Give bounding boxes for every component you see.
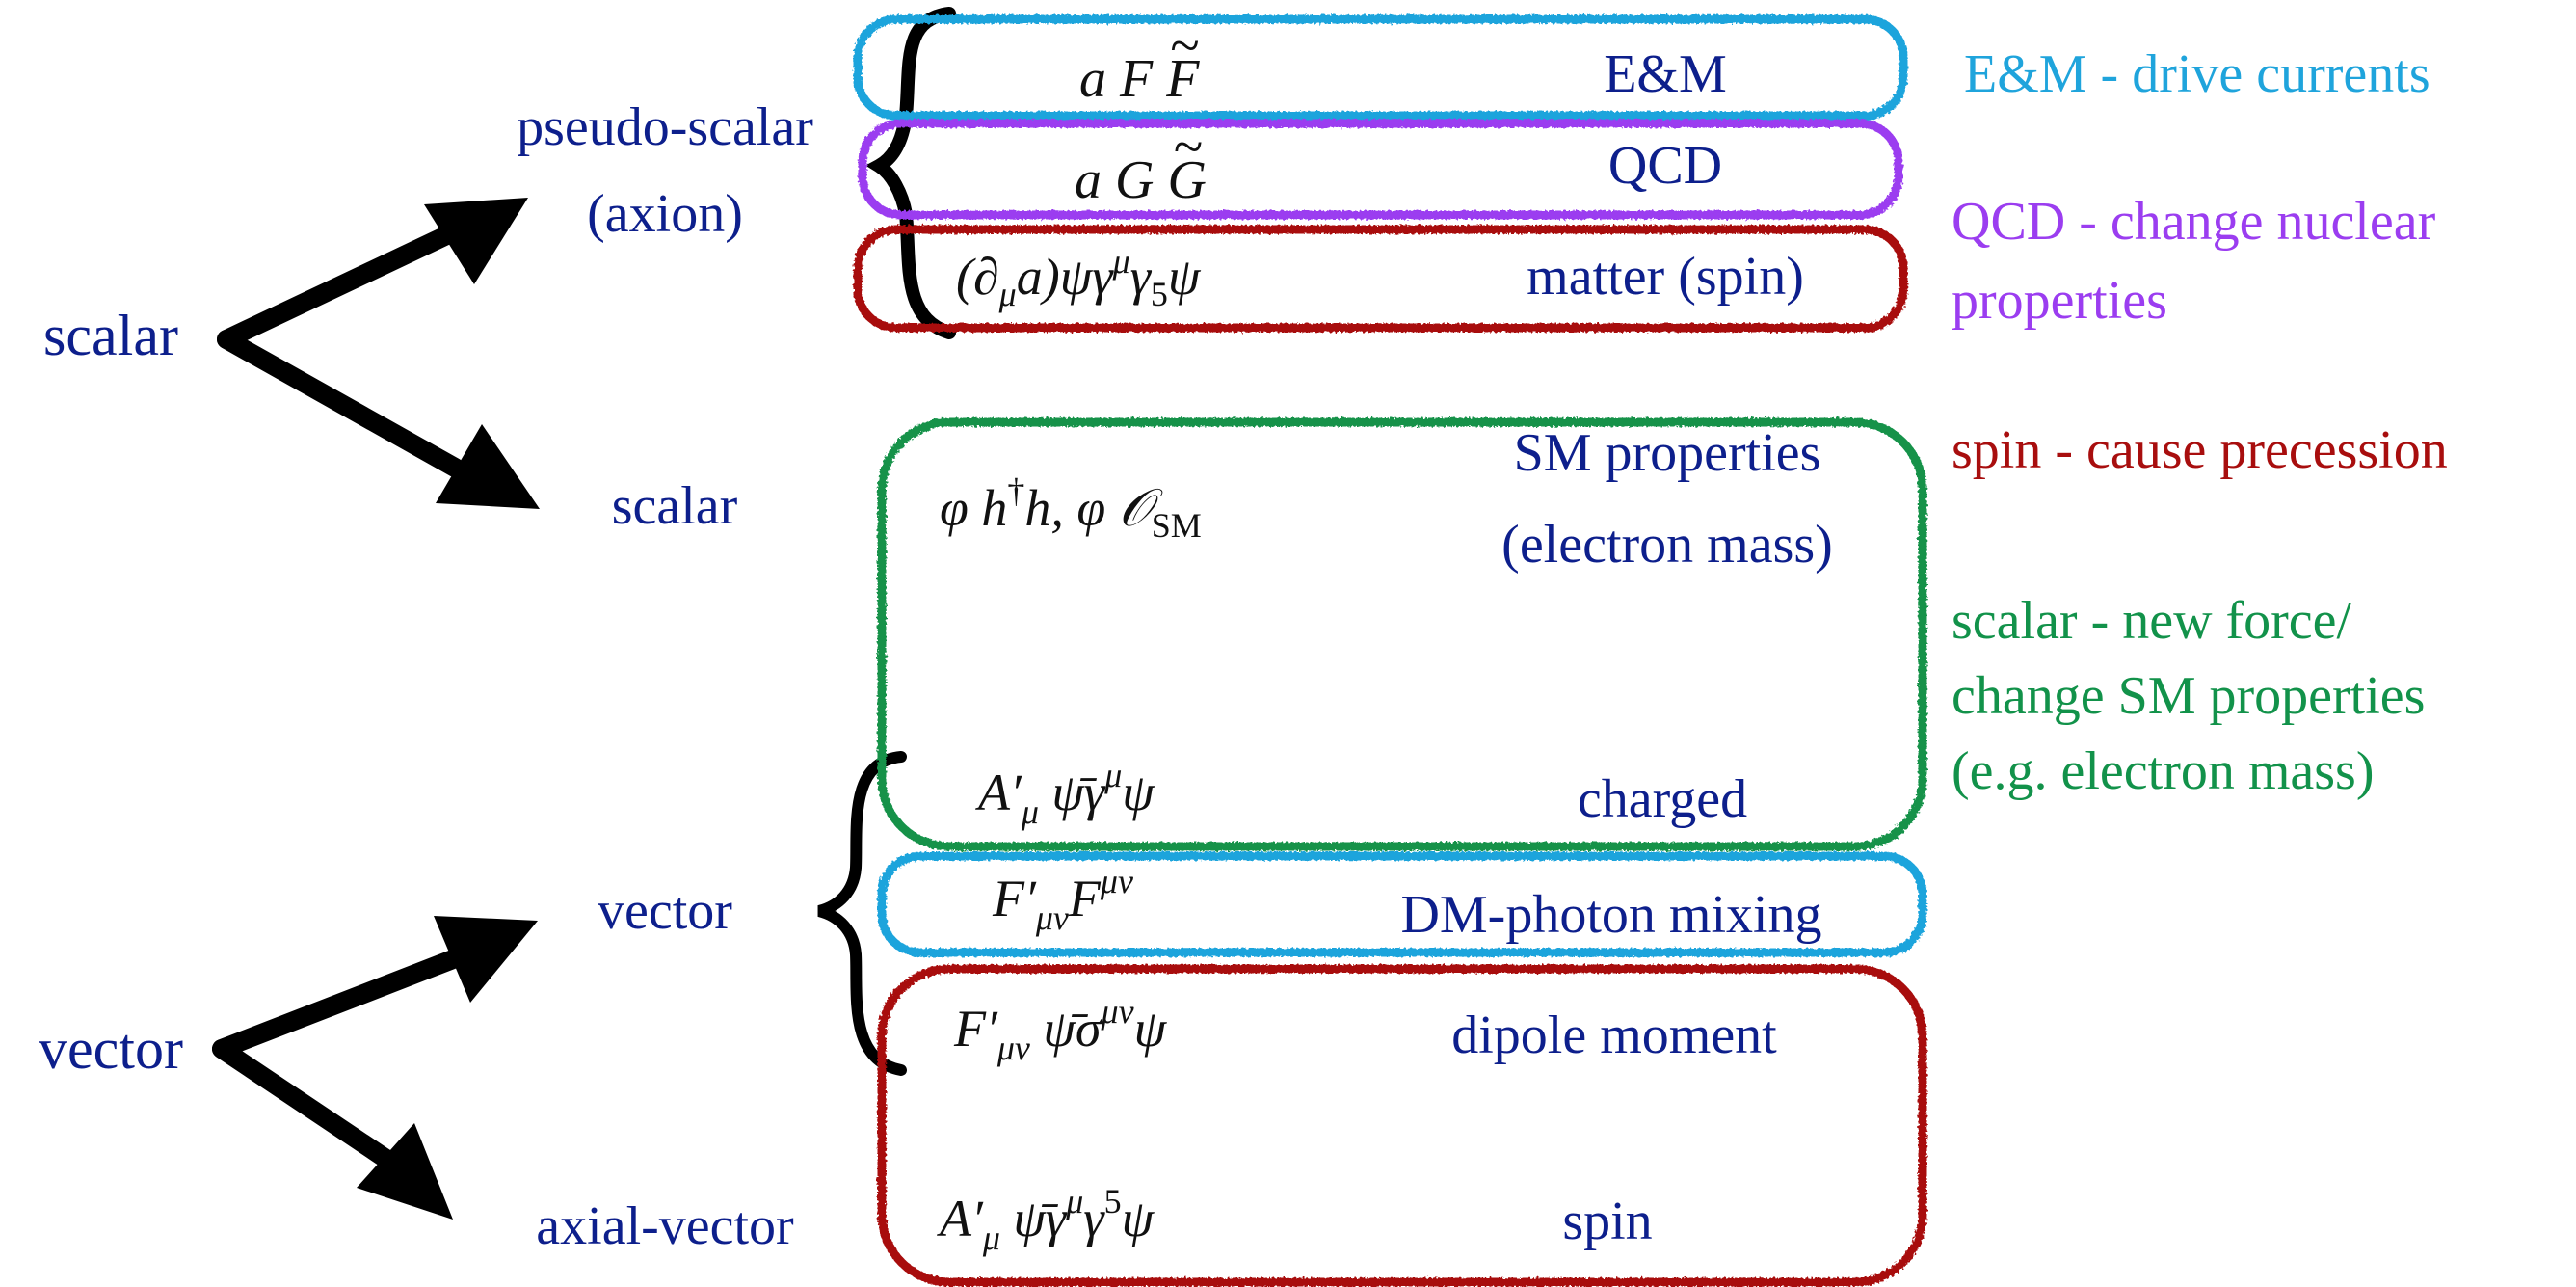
arrow-scalar-to-scalar <box>217 330 540 509</box>
operator-dipole: F′μν ψ̄σμνψ <box>953 992 1168 1067</box>
qcd-box <box>858 119 1903 220</box>
axial-vector-child-label: axial-vector <box>536 1196 794 1256</box>
vector-brace <box>817 751 907 1076</box>
scalar-root-label: scalar <box>43 304 178 367</box>
scalar-sm-box <box>877 417 1927 851</box>
operator-kinetic-mixing: F′μνFμν <box>992 862 1133 937</box>
matter-spin-label: matter (spin) <box>1527 247 1804 307</box>
matter-spin-box <box>853 225 1908 333</box>
operator-a-f-ftilde: a F F~ <box>1079 16 1200 109</box>
pseudo-scalar-label: pseudo-scalar <box>517 97 813 157</box>
em-note: E&M - drive currents <box>1964 44 2430 104</box>
operator-scalar-portal: φ h†h, φ 𝒪SM <box>940 471 1202 545</box>
axion-label: (axion) <box>587 184 743 244</box>
arrow-vector-to-axial-vector <box>212 1039 453 1220</box>
charged-label: charged <box>1578 769 1747 829</box>
scalar-note-line2: change SM properties <box>1952 666 2425 726</box>
vector-child-label: vector <box>598 881 732 941</box>
scalar-note-line1: scalar - new force/ <box>1952 591 2352 651</box>
em-label: E&M <box>1604 44 1727 104</box>
dipole-moment-label: dipole moment <box>1451 1005 1777 1065</box>
arrow-scalar-to-pseudo-scalar <box>217 198 528 349</box>
qcd-label: QCD <box>1608 136 1722 196</box>
operator-charged: A′μ ψ̄γμψ <box>975 756 1155 831</box>
operator-axion-spin: (∂μa)ψγμγ5ψ <box>956 242 1202 313</box>
dm-photon-mixing-box <box>877 851 1927 957</box>
spin-label: spin <box>1562 1192 1652 1251</box>
scalar-note-line3: (e.g. electron mass) <box>1952 741 2374 801</box>
vector-root-label: vector <box>39 1017 183 1081</box>
sm-properties-label: SM properties <box>1514 423 1821 483</box>
pseudo-scalar-brace-upper <box>865 7 956 221</box>
dm-photon-mixing-label: DM-photon mixing <box>1400 885 1821 945</box>
dipole-spin-box <box>877 964 1927 1287</box>
arrow-vector-to-vector <box>212 916 538 1059</box>
spin-note: spin - cause precession <box>1952 420 2448 480</box>
qcd-note-line2: properties <box>1952 271 2167 331</box>
scalar-child-label: scalar <box>612 476 738 536</box>
operator-axial-spin: A′μ ψ̄γμγ5ψ <box>937 1182 1155 1257</box>
em-box <box>853 14 1908 121</box>
electron-mass-label: (electron mass) <box>1501 515 1833 575</box>
operator-a-g-gtilde: a G G~ <box>1075 118 1207 210</box>
qcd-note-line1: QCD - change nuclear <box>1952 192 2436 252</box>
